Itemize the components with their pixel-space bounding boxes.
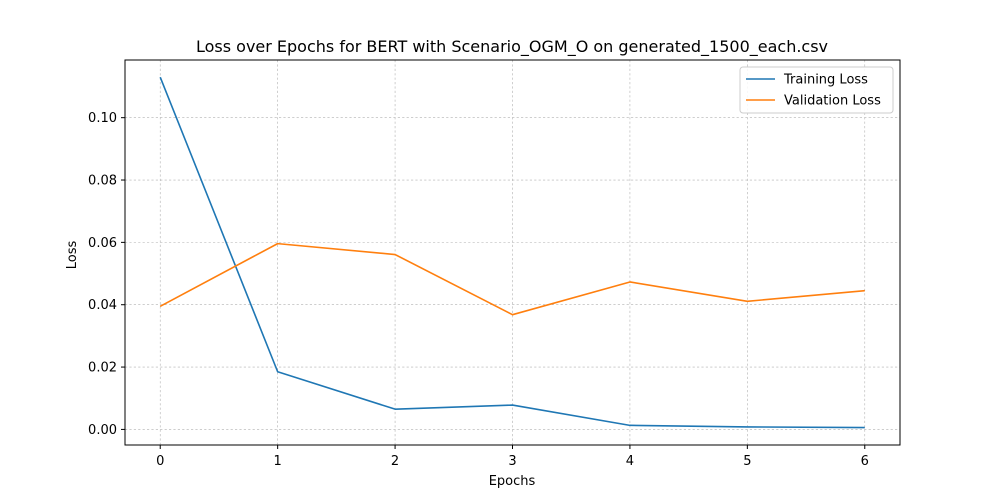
grid — [125, 60, 900, 445]
y-tick-label: 0.02 — [88, 361, 117, 376]
x-tick-label: 5 — [743, 454, 751, 469]
chart-title: Loss over Epochs for BERT with Scenario_… — [196, 37, 828, 57]
y-axis: 0.00 0.02 0.04 0.06 0.08 0.10 — [88, 111, 125, 438]
training-loss-line — [159, 76, 865, 429]
legend-box — [739, 66, 894, 114]
x-tick-label: 6 — [861, 454, 869, 469]
x-tick-label: 4 — [626, 454, 634, 469]
y-axis-label: Loss — [65, 241, 80, 270]
x-axis: 0 1 2 3 4 5 6 — [156, 445, 869, 469]
x-tick-label: 3 — [508, 454, 516, 469]
y-tick-label: 0.04 — [88, 298, 117, 313]
x-tick-label: 0 — [156, 454, 164, 469]
y-tick-label: 0.00 — [88, 423, 117, 438]
x-tick-label: 2 — [391, 454, 399, 469]
x-axis-label: Epochs — [489, 474, 536, 489]
series-lines — [159, 76, 865, 429]
validation-loss-line — [159, 242, 865, 316]
legend-label-training-loss: Training Loss — [783, 73, 868, 88]
legend-label-validation-loss: Validation Loss — [784, 94, 881, 109]
y-tick-label: 0.08 — [88, 174, 117, 189]
x-tick-label: 1 — [274, 454, 282, 469]
y-tick-label: 0.10 — [88, 111, 117, 126]
legend: Training Loss Validation Loss — [739, 66, 894, 114]
y-tick-label: 0.06 — [88, 236, 117, 251]
